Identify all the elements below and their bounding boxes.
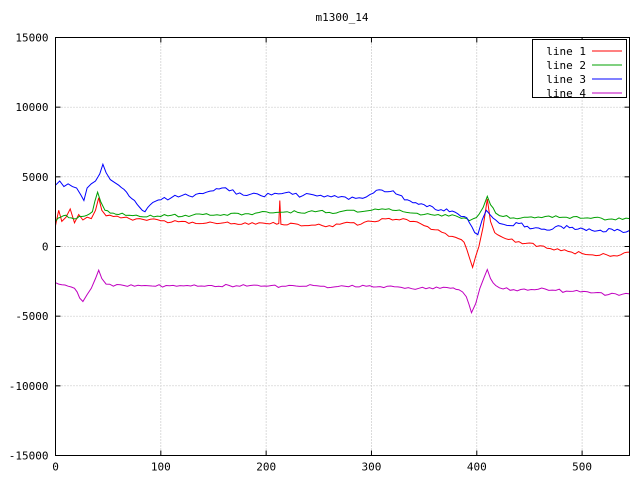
legend-label: line 2 (546, 59, 586, 72)
y-tick-label: -5000 (15, 310, 48, 323)
legend-label: line 1 (546, 45, 586, 58)
legend-label: line 4 (546, 87, 586, 100)
series-line-4 (55, 268, 630, 315)
chart-title: m1300_14 (316, 11, 369, 24)
series-line-1 (55, 197, 630, 270)
y-tick-label: 0 (42, 241, 49, 254)
series-layer (55, 162, 630, 315)
x-tick-label: 300 (362, 461, 382, 474)
x-tick-label: 100 (151, 461, 171, 474)
legend-label: line 3 (546, 73, 586, 86)
y-tick-label: 15000 (15, 32, 48, 45)
axis-layer: 0 100 200 300 400 500 -15000 -10000 -5000 0 5000 10… (9, 32, 630, 474)
x-tick-label: 200 (256, 461, 276, 474)
y-tick-label: -15000 (9, 450, 49, 463)
plot-border (55, 37, 630, 456)
x-tick-label: 0 (52, 461, 59, 474)
legend-box (532, 39, 627, 98)
series-line-3 (55, 162, 630, 236)
y-tick-label: 10000 (15, 101, 48, 114)
y-tick-label: 5000 (22, 171, 49, 184)
x-tick-label: 400 (467, 461, 487, 474)
y-tick-label: -10000 (9, 380, 49, 393)
x-tick-label: 500 (572, 461, 592, 474)
series-line-2 (55, 190, 630, 222)
